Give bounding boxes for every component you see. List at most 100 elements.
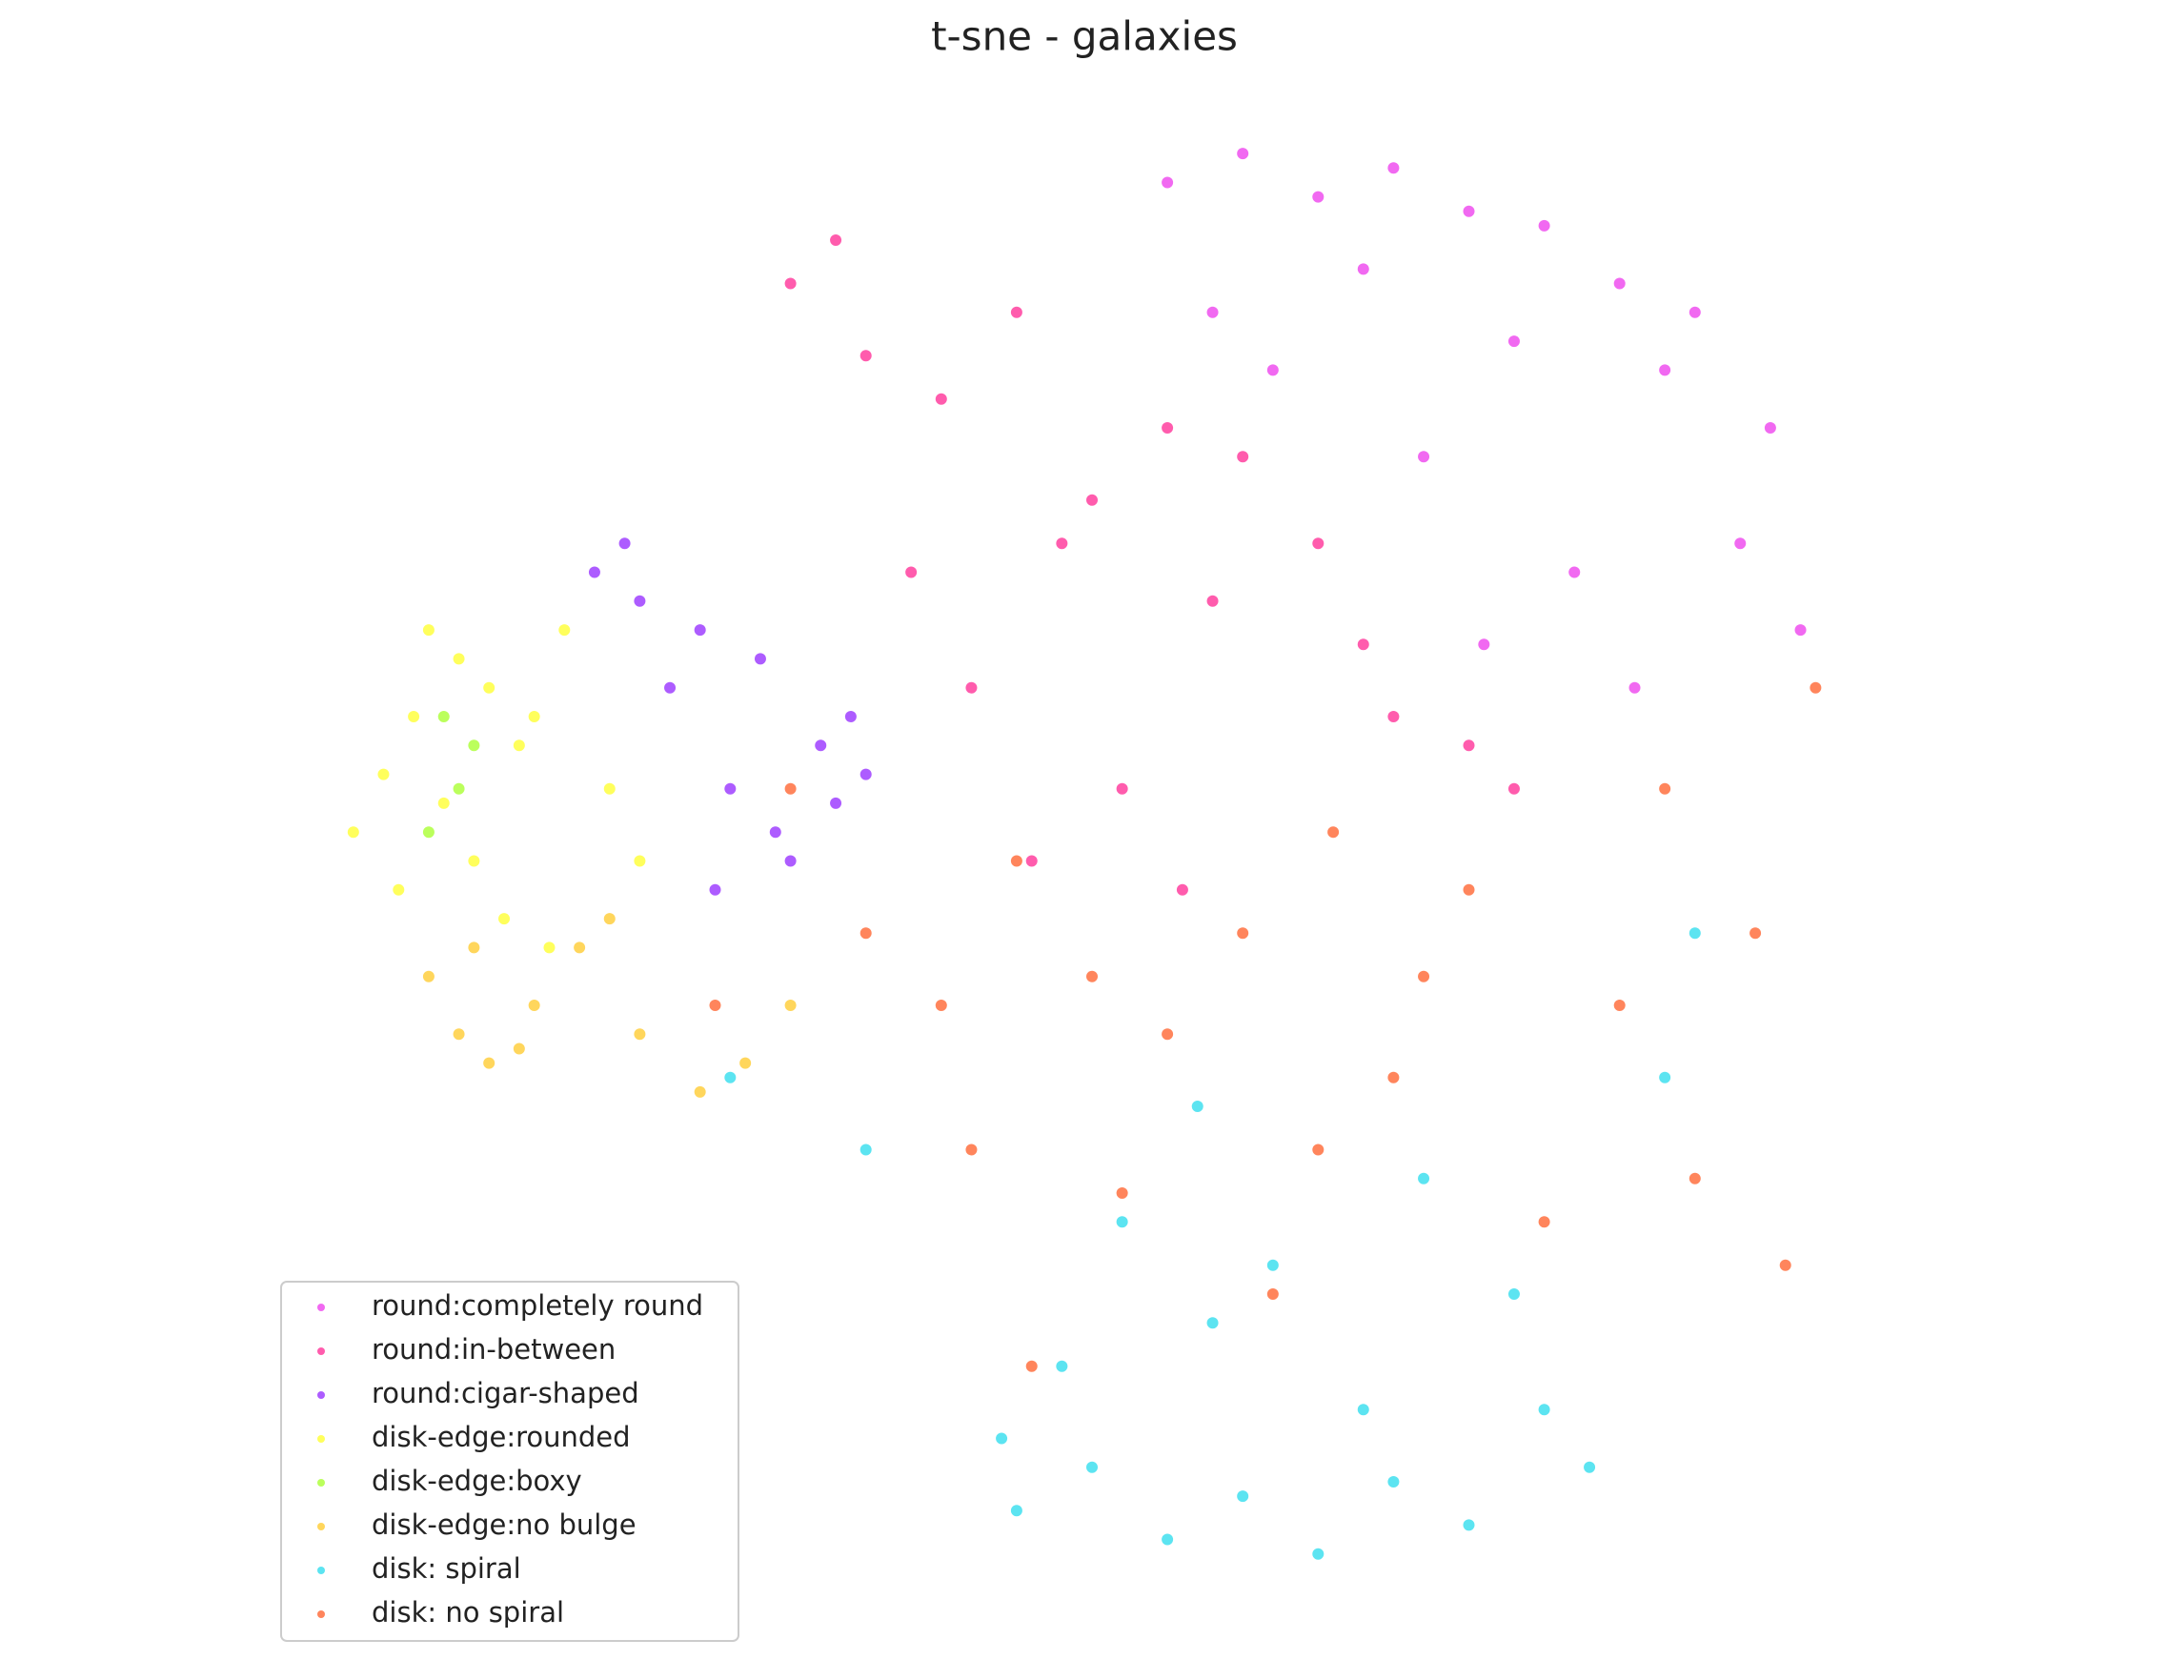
- data-point: [422, 970, 435, 982]
- data-point: [1056, 537, 1068, 550]
- data-point: [1357, 1404, 1369, 1416]
- legend-label: disk-edge:boxy: [372, 1465, 582, 1497]
- data-point: [1312, 191, 1325, 203]
- data-point: [1810, 681, 1822, 694]
- data-point: [1387, 1071, 1400, 1083]
- data-point: [468, 855, 480, 867]
- data-point: [935, 393, 947, 405]
- legend-marker: [317, 1610, 325, 1618]
- data-point: [1463, 1519, 1475, 1531]
- data-point: [1507, 782, 1520, 795]
- legend-label: disk: no spiral: [372, 1596, 564, 1629]
- data-point: [1659, 364, 1671, 376]
- data-point: [1418, 1172, 1430, 1184]
- data-point: [1116, 1216, 1128, 1228]
- data-point: [1387, 1475, 1400, 1488]
- data-point: [574, 941, 586, 954]
- data-point: [347, 826, 359, 839]
- data-point: [468, 739, 480, 752]
- data-point: [996, 1432, 1008, 1445]
- data-point: [1162, 176, 1174, 189]
- legend-label: round:cigar-shaped: [372, 1377, 639, 1409]
- chart-title: t-sne - galaxies: [931, 13, 1238, 60]
- data-point: [1659, 782, 1671, 795]
- data-point: [1327, 826, 1340, 839]
- data-point: [724, 1071, 737, 1083]
- data-point: [859, 1144, 872, 1156]
- data-point: [1568, 566, 1581, 578]
- data-point: [1538, 1404, 1550, 1416]
- data-point: [1176, 883, 1188, 896]
- data-point: [935, 1000, 947, 1011]
- data-point: [1764, 422, 1776, 434]
- data-point: [1086, 494, 1098, 506]
- legend-marker: [317, 1523, 325, 1530]
- data-point: [558, 624, 571, 637]
- data-point: [694, 1085, 706, 1098]
- data-point: [1025, 855, 1038, 867]
- data-point: [1266, 1288, 1279, 1300]
- legend-label: disk-edge:rounded: [372, 1421, 631, 1453]
- legend-marker: [317, 1479, 325, 1487]
- data-point: [754, 653, 766, 665]
- data-point: [1056, 1360, 1068, 1372]
- data-point: [1659, 1071, 1671, 1083]
- data-point: [528, 711, 540, 722]
- legend-marker: [317, 1435, 325, 1443]
- data-point: [709, 883, 721, 896]
- data-point: [830, 797, 842, 809]
- data-point: [1749, 927, 1762, 940]
- legend-frame: [280, 1281, 739, 1642]
- data-point: [1357, 263, 1369, 275]
- data-point: [1538, 219, 1550, 232]
- data-point: [1237, 451, 1249, 463]
- legend-marker: [317, 1391, 325, 1399]
- data-point: [1312, 1144, 1325, 1156]
- data-point: [1507, 1288, 1520, 1300]
- data-point: [634, 595, 646, 607]
- data-point: [859, 927, 872, 940]
- data-point: [784, 855, 797, 867]
- data-point: [453, 782, 465, 795]
- data-point: [830, 234, 842, 247]
- data-point: [1266, 364, 1279, 376]
- data-point: [1206, 306, 1219, 318]
- data-point: [1010, 1505, 1022, 1517]
- data-point: [1266, 1259, 1279, 1271]
- data-point: [815, 739, 827, 752]
- data-point: [513, 739, 525, 752]
- data-point: [634, 855, 646, 867]
- data-point: [784, 1000, 797, 1011]
- data-point: [1387, 162, 1400, 174]
- data-point: [1010, 306, 1022, 318]
- data-point: [1478, 638, 1490, 651]
- legend-marker: [317, 1567, 325, 1574]
- data-point: [1237, 148, 1249, 160]
- data-point: [437, 711, 450, 722]
- data-point: [1613, 1000, 1626, 1011]
- data-point: [1463, 205, 1475, 217]
- legend: round:completely round round:in-between ro…: [280, 1281, 739, 1642]
- legend-label: disk-edge:no bulge: [372, 1508, 637, 1541]
- data-point: [1191, 1101, 1203, 1113]
- data-point: [1086, 970, 1098, 982]
- data-point: [483, 1057, 495, 1069]
- data-point: [739, 1057, 752, 1069]
- data-point: [1689, 927, 1701, 940]
- data-point: [543, 941, 556, 954]
- data-point: [1463, 739, 1475, 752]
- data-point: [377, 768, 390, 780]
- data-point: [784, 782, 797, 795]
- data-point: [483, 681, 495, 694]
- data-point: [859, 768, 872, 780]
- legend-marker: [317, 1347, 325, 1355]
- data-point: [1628, 681, 1641, 694]
- data-point: [965, 681, 978, 694]
- data-point: [1312, 537, 1325, 550]
- data-point: [1538, 1216, 1550, 1228]
- data-point: [1312, 1548, 1325, 1560]
- data-point: [498, 913, 511, 925]
- data-point: [1463, 883, 1475, 896]
- data-point: [859, 350, 872, 362]
